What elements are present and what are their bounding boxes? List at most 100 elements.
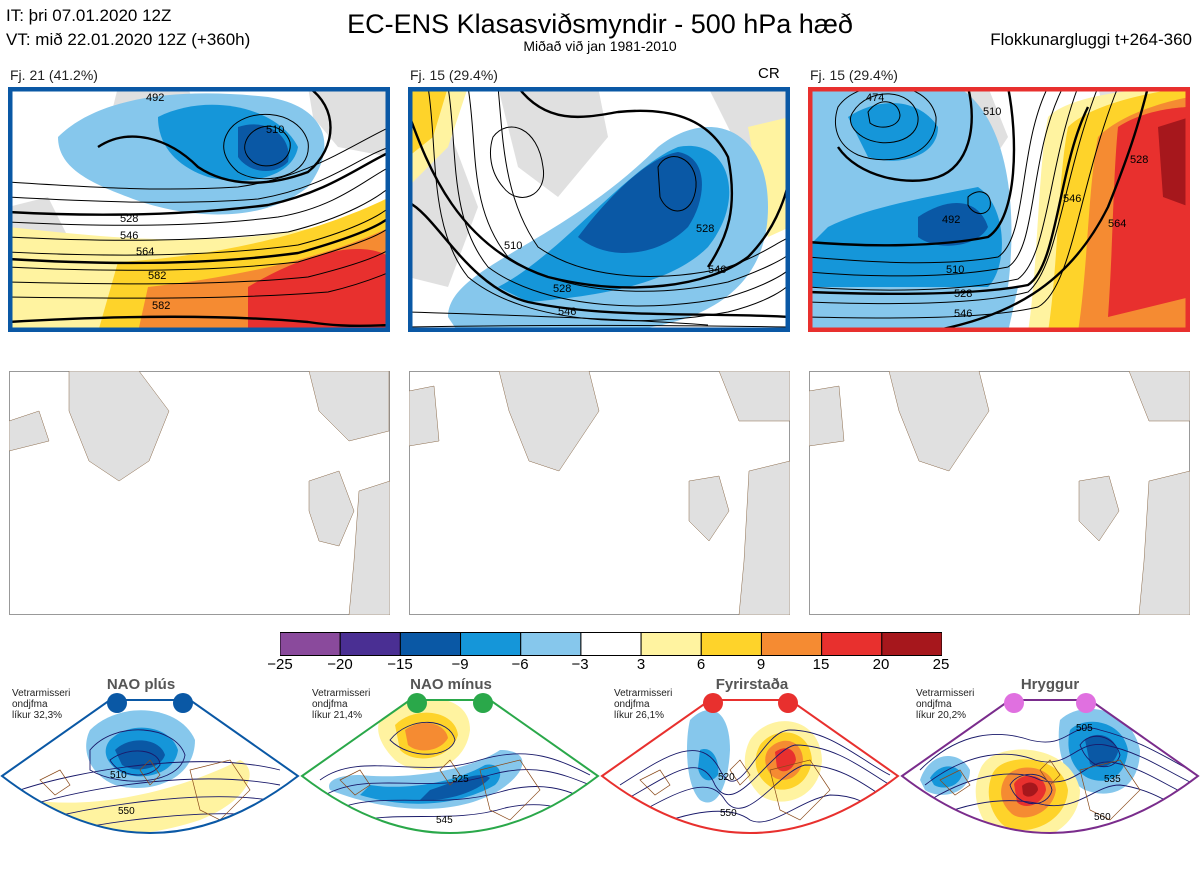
- regime-note-line: Vetrarmisseri: [312, 688, 371, 699]
- panel-3-contour-label: 528: [1130, 154, 1148, 166]
- cluster-map-1: 492 510 528 546 564 582 582: [8, 87, 390, 332]
- colorbar-tick: 6: [696, 656, 706, 673]
- regime-1-contour-label: 510: [110, 770, 127, 781]
- colorbar-tick: −25: [267, 656, 293, 673]
- panel-3-contour-label: 564: [1108, 218, 1126, 230]
- colorbar-swatch: [640, 632, 702, 656]
- regime-1-frame: [0, 699, 300, 834]
- panel-1-contour-label: 546: [120, 230, 138, 242]
- regime-1-note: Vetrarmisseri ondjfma líkur 32,3%: [12, 688, 70, 721]
- regime-note-line: líkur 20,2%: [916, 710, 967, 721]
- regime-note-line: ondjfma: [312, 699, 348, 710]
- regime-3-frame: [600, 699, 900, 834]
- colorbar-swatch: [760, 632, 823, 656]
- panel-3-contour-label: 474: [866, 92, 884, 104]
- regime-2-contour-label: 525: [452, 774, 469, 785]
- panel-3-contour-label: 510: [983, 106, 1001, 118]
- colorbar-swatch: [279, 632, 341, 656]
- regime-3-map: 520 550 560: [600, 699, 900, 834]
- colorbar-tick: −15: [387, 656, 413, 673]
- colorbar-swatch: [881, 632, 943, 656]
- colorbar-tick: 9: [756, 656, 766, 673]
- empty-map-1: [9, 371, 390, 615]
- colorbar-tick: −9: [451, 656, 469, 673]
- regime-3-dot: [703, 693, 723, 713]
- regime-4-dot: [1004, 693, 1024, 713]
- classification-window: Flokkunargluggi t+264-360: [990, 30, 1192, 49]
- regime-note-line: ondjfma: [614, 699, 650, 710]
- regime-note-line: Vetrarmisseri: [916, 688, 975, 699]
- regime-4-contour-label: 535: [1104, 774, 1121, 785]
- colorbar-tick: 25: [932, 656, 950, 673]
- valid-time: VT: mið 22.01.2020 12Z (+360h): [6, 30, 251, 49]
- regime-note-line: líkur 26,1%: [614, 710, 665, 721]
- regime-note-line: líkur 21,4%: [312, 710, 363, 721]
- colorbar-tick: −20: [327, 656, 353, 673]
- regime-1-map: 510 550: [0, 699, 300, 834]
- run-info: IT: þri 07.01.2020 12Z VT: mið 22.01.202…: [6, 4, 250, 52]
- page-subtitle: Miðað við jan 1981-2010: [523, 38, 677, 54]
- panel-2-label: Fj. 15 (29.4%): [410, 67, 498, 83]
- panel-1-contour-label: 564: [136, 246, 154, 258]
- panel-3-contour-label: 492: [942, 214, 960, 226]
- regime-4-dot: [1076, 693, 1096, 713]
- cluster-map-3: 474 510 492 510 528 546 546 564 528: [808, 87, 1190, 332]
- regime-note-line: Vetrarmisseri: [12, 688, 71, 699]
- panel-2-contour-label: 528: [553, 283, 571, 295]
- panel-2-contour-label: 510: [504, 240, 522, 252]
- regime-4-title: Hryggur: [1020, 676, 1080, 693]
- regime-4-note: Vetrarmisseri ondjfma líkur 20,2%: [916, 688, 974, 721]
- colorbar-swatch: [339, 632, 401, 656]
- regime-1-contour-label: 550: [118, 806, 135, 817]
- panel-1-frame: [8, 87, 390, 332]
- regime-2-contour-label: 545: [436, 815, 453, 826]
- colorbar-ticks: −25 −20 −15 −9 −6 −3 3 6 9 15 20 25: [267, 656, 949, 676]
- regime-1-title: NAO plús: [106, 676, 176, 693]
- colorbar-swatch: [520, 632, 582, 656]
- regime-2-dot: [473, 693, 493, 713]
- colorbar-swatches: [279, 632, 943, 656]
- regime-4-contour-label: 505: [1076, 723, 1093, 734]
- panel-1-contour-label: 528: [120, 213, 138, 225]
- panel-2-contour-label: 546: [558, 306, 576, 318]
- panel-2-frame: [408, 87, 790, 332]
- panel-2-contour-label: 546: [708, 264, 726, 276]
- colorbar-swatch: [580, 632, 642, 656]
- regime-3-dot: [778, 693, 798, 713]
- regime-4-contour-label: 560: [1094, 812, 1111, 823]
- regime-3-note: Vetrarmisseri ondjfma líkur 26,1%: [614, 688, 672, 721]
- regime-4-frame: [900, 699, 1200, 834]
- regime-2-title: NAO mínus: [410, 676, 492, 693]
- colorbar: [279, 632, 943, 656]
- panel-3-contour-label: 546: [1063, 193, 1081, 205]
- panel-3-label: Fj. 15 (29.4%): [810, 67, 898, 83]
- regime-2-frame: [300, 699, 600, 834]
- regime-1-dot: [107, 693, 127, 713]
- regime-2-note: Vetrarmisseri ondjfma líkur 21,4%: [312, 688, 370, 721]
- panel-1-contour-label: 582: [148, 270, 166, 282]
- colorbar-swatch: [460, 632, 522, 656]
- colorbar-tick: 15: [812, 656, 830, 673]
- panel-1-contour-label: 582: [152, 300, 170, 312]
- regime-note-line: Vetrarmisseri: [614, 688, 673, 699]
- panel-2-contour-label: 528: [696, 223, 714, 235]
- panel-3-contour-label: 510: [946, 264, 964, 276]
- regime-2-dot: [407, 693, 427, 713]
- cluster-map-2: 510 528 546 546 564 528: [408, 87, 790, 332]
- empty-map-2: [409, 371, 790, 615]
- panel-3-contour-label: 546: [954, 308, 972, 320]
- panel-2-tag: CR: [758, 65, 780, 82]
- regime-1-dot: [173, 693, 193, 713]
- regime-note-line: líkur 32,3%: [12, 710, 63, 721]
- regime-3-title: Fyrirstaða: [715, 676, 789, 693]
- colorbar-swatch: [700, 632, 762, 656]
- panel-3-frame: [808, 87, 1190, 332]
- panel-1-contour-label: 510: [266, 124, 284, 136]
- regime-3-contour-label: 550: [720, 808, 737, 819]
- panel-3-contour-label: 528: [954, 288, 972, 300]
- regime-2-map: 525 545 565: [300, 699, 600, 834]
- colorbar-tick: −6: [511, 656, 529, 673]
- empty-map-3: [809, 371, 1190, 615]
- regime-note-line: ondjfma: [916, 699, 952, 710]
- panel-1-contour-label: 492: [146, 92, 164, 104]
